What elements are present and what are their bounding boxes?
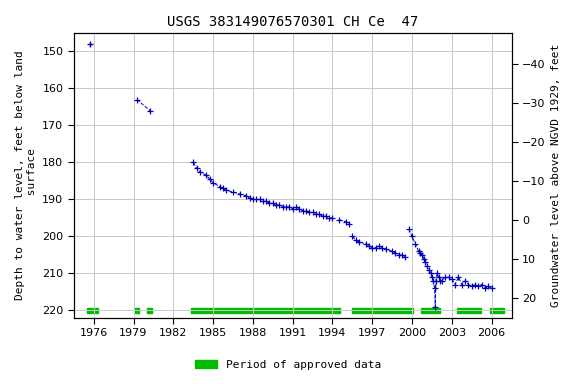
Legend: Period of approved data: Period of approved data bbox=[191, 356, 385, 375]
Y-axis label: Groundwater level above NGVD 1929, feet: Groundwater level above NGVD 1929, feet bbox=[551, 44, 561, 307]
Y-axis label: Depth to water level, feet below land
 surface: Depth to water level, feet below land su… bbox=[15, 51, 37, 300]
Title: USGS 383149076570301 CH Ce  47: USGS 383149076570301 CH Ce 47 bbox=[167, 15, 418, 29]
